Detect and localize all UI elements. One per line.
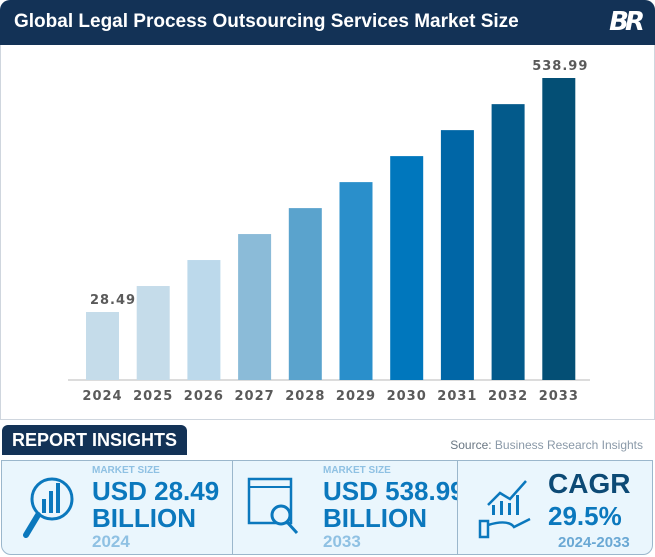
report-insights-heading: REPORT INSIGHTS	[2, 425, 188, 455]
magnifier-chart-icon	[23, 477, 74, 538]
hand-growth-chart-icon	[478, 480, 531, 539]
x-tick-label: 2031	[437, 389, 477, 404]
x-tick-label: 2025	[133, 389, 173, 404]
dashboard-search-icon	[247, 477, 299, 535]
bar-2033	[542, 78, 576, 380]
data-label: 28.49	[90, 293, 136, 308]
bar-2024	[86, 312, 119, 380]
header: Global Legal Process Outsourcing Service…	[0, 0, 655, 45]
x-tick-label: 2026	[184, 389, 224, 404]
x-tick-label: 2024	[82, 389, 122, 404]
brand-logo: BR	[609, 7, 645, 37]
cagr-label: CAGR	[548, 468, 631, 499]
x-tick-label: 2028	[285, 389, 325, 404]
bar-2032	[491, 104, 525, 380]
bar-2028	[288, 208, 322, 380]
x-tick-label: 2033	[539, 389, 579, 404]
page-title: Global Legal Process Outsourcing Service…	[14, 11, 519, 32]
bar-2030	[390, 156, 424, 380]
cagr-card: CAGR 29.5% 2024-2033	[458, 461, 652, 554]
data-label: 538.99	[532, 59, 588, 74]
source-text: Source: Business Research Insights	[450, 438, 643, 452]
bar-2029	[339, 182, 373, 380]
x-tick-label: 2032	[488, 389, 528, 404]
bar-2025	[136, 286, 170, 380]
insights-panel: MARKET SIZE USD 28.49 BILLION 2024 MARKE…	[1, 460, 653, 555]
bar-chart: 2024 28.49 2025 2026 2027 2028 2029 2030 2031 203…	[68, 59, 590, 404]
market-size-2024-card: MARKET SIZE USD 28.49 BILLION 2024	[2, 461, 233, 554]
market-size-2033-card: MARKET SIZE USD 538.99 BILLION 2033	[233, 461, 458, 554]
x-tick-label: 2027	[235, 389, 275, 404]
x-tick-label: 2030	[387, 389, 427, 404]
bar-2026	[187, 260, 221, 380]
x-tick-label: 2029	[336, 389, 376, 404]
bar-2031	[440, 130, 474, 380]
cagr-value: 29.5%	[548, 501, 622, 531]
bar-2027	[238, 234, 272, 380]
